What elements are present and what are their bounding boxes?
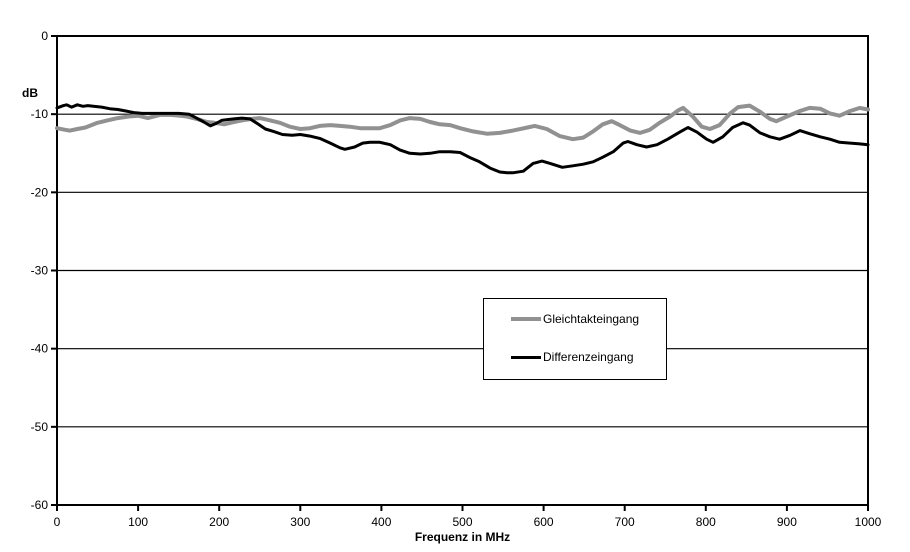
x-tick-label: 1000 [855,515,882,529]
y-tick-label: -20 [31,185,49,199]
x-tick-label: 100 [128,515,148,529]
x-tick-label: 300 [290,515,310,529]
legend-label: Differenzeingang [543,350,634,364]
legend: Gleichtakteingang Differenzeingang [483,298,667,380]
x-tick-label: 500 [452,515,472,529]
black-line-swatch [511,355,541,359]
x-axis-title: Frequenz in MHz [414,530,511,544]
y-tick-label: -40 [31,342,49,356]
x-tick-label: 400 [371,515,391,529]
x-tick-label: 900 [777,515,797,529]
legend-item-gleichtakteingang: Gleichtakteingang [511,309,639,329]
x-tick-label: 800 [696,515,716,529]
y-axis-title: dB [22,86,38,100]
x-tick-label: 600 [534,515,554,529]
series-line-differenzeingang [55,103,870,175]
y-tick-label: 0 [41,29,48,43]
x-tick-label: 700 [615,515,635,529]
y-tick-label: -50 [31,420,49,434]
series-line-gleichtakteingang [55,103,870,142]
x-tick-label: 200 [209,515,229,529]
legend-item-differenzeingang: Differenzeingang [511,347,634,367]
gray-line-swatch [511,317,541,321]
legend-label: Gleichtakteingang [543,312,640,326]
x-tick-label: 0 [54,515,61,529]
y-tick-label: -10 [31,107,49,121]
y-tick-label: -60 [31,498,49,512]
y-tick-label: -30 [31,264,49,278]
